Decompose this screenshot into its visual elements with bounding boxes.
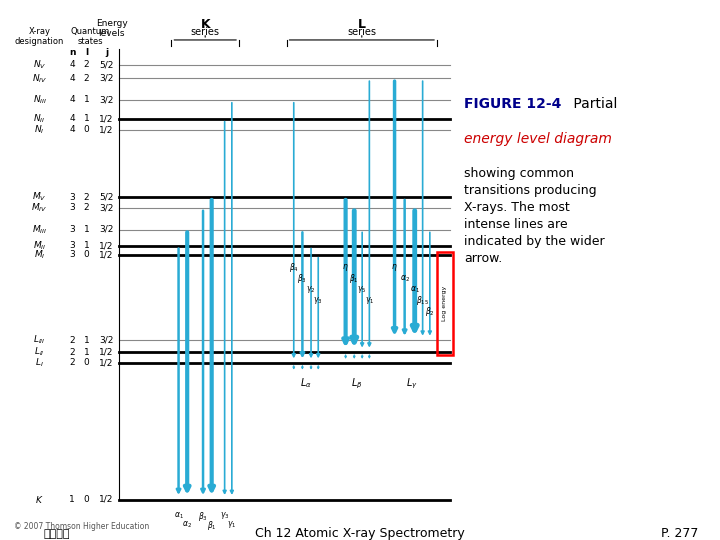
Text: 3: 3 [69, 193, 75, 201]
Text: $\alpha_1$: $\alpha_1$ [174, 510, 184, 521]
Text: $L_{\beta}$: $L_{\beta}$ [351, 376, 362, 391]
Text: 3/2: 3/2 [99, 96, 114, 104]
Text: showing common
transitions producing
X-rays. The most
intense lines are
indicate: showing common transitions producing X-r… [464, 167, 605, 265]
Text: $L_{II}$: $L_{II}$ [35, 346, 45, 359]
Text: $M_I$: $M_I$ [34, 248, 45, 261]
Text: 4: 4 [69, 74, 75, 83]
Text: $\beta_3$: $\beta_3$ [297, 272, 307, 285]
Text: 2: 2 [69, 348, 75, 356]
Text: $\eta$: $\eta$ [342, 262, 349, 273]
Text: 0: 0 [84, 359, 89, 367]
Text: FIGURE 12-4: FIGURE 12-4 [464, 97, 562, 111]
Text: $\beta_3$: $\beta_3$ [198, 510, 208, 523]
Text: 1: 1 [84, 96, 89, 104]
Text: L: L [358, 18, 366, 31]
Text: $\beta_1$: $\beta_1$ [349, 272, 359, 285]
Text: 2: 2 [84, 60, 89, 69]
Text: 1: 1 [84, 114, 89, 123]
Text: 2: 2 [69, 359, 75, 367]
Text: $\gamma_1$: $\gamma_1$ [227, 519, 237, 530]
Text: 1: 1 [84, 241, 89, 250]
Text: 4: 4 [69, 114, 75, 123]
Text: 4: 4 [69, 96, 75, 104]
Text: $\gamma_5$: $\gamma_5$ [357, 284, 367, 295]
Bar [437, 252, 453, 355]
Text: Partial: Partial [569, 97, 617, 111]
Text: 3: 3 [69, 251, 75, 259]
Text: $M_V$: $M_V$ [32, 191, 47, 204]
Text: $\gamma_1$: $\gamma_1$ [364, 295, 374, 306]
Text: 1: 1 [69, 495, 75, 504]
Text: 2: 2 [69, 336, 75, 345]
Text: 2: 2 [84, 193, 89, 201]
Text: Log energy: Log energy [443, 286, 447, 321]
Text: 5/2: 5/2 [99, 193, 114, 201]
Text: l: l [85, 48, 88, 57]
Text: P. 277: P. 277 [661, 527, 698, 540]
Text: $\alpha_2$: $\alpha_2$ [400, 273, 410, 284]
Text: 1/2: 1/2 [99, 348, 114, 356]
Text: © 2007 Thomson Higher Education: © 2007 Thomson Higher Education [14, 522, 150, 531]
Text: 0: 0 [84, 251, 89, 259]
Text: $\eta$: $\eta$ [391, 262, 398, 273]
Text: K: K [200, 18, 210, 31]
Text: 2: 2 [84, 74, 89, 83]
Text: energy level diagram: energy level diagram [464, 132, 612, 146]
Text: 3/2: 3/2 [99, 336, 114, 345]
Text: series: series [347, 28, 377, 37]
Text: 3/2: 3/2 [99, 74, 114, 83]
Text: 3/2: 3/2 [99, 225, 114, 234]
Text: 4: 4 [69, 60, 75, 69]
Text: 1/2: 1/2 [99, 251, 114, 259]
Text: $K$: $K$ [35, 494, 44, 505]
Text: series: series [191, 28, 220, 37]
Text: $N_I$: $N_I$ [35, 123, 45, 136]
Text: $\beta_{15}$: $\beta_{15}$ [416, 294, 429, 307]
Text: $\beta_1$: $\beta_1$ [207, 519, 217, 532]
Text: $L_{III}$: $L_{III}$ [33, 334, 46, 347]
Text: $\alpha_2$: $\alpha_2$ [182, 519, 192, 530]
Text: $L_I$: $L_I$ [35, 356, 44, 369]
Text: 1/2: 1/2 [99, 114, 114, 123]
Text: $\beta_4$: $\beta_4$ [289, 261, 299, 274]
Text: 歐亞書局: 歐亞書局 [43, 529, 70, 538]
Text: $M_{III}$: $M_{III}$ [32, 223, 48, 236]
Text: 3: 3 [69, 225, 75, 234]
Text: $\beta_2$: $\beta_2$ [425, 305, 435, 318]
Text: $N_{IV}$: $N_{IV}$ [32, 72, 48, 85]
Text: 1: 1 [84, 336, 89, 345]
Text: 0: 0 [84, 495, 89, 504]
Text: $N_{III}$: $N_{III}$ [32, 93, 47, 106]
Text: $L_\alpha$: $L_\alpha$ [300, 376, 312, 390]
Text: $M_{IV}$: $M_{IV}$ [32, 201, 48, 214]
Text: $N_V$: $N_V$ [33, 58, 46, 71]
Text: $\alpha_1$: $\alpha_1$ [410, 284, 420, 295]
Text: 2: 2 [84, 204, 89, 212]
Text: $N_{II}$: $N_{II}$ [33, 112, 46, 125]
Text: 3: 3 [69, 204, 75, 212]
Text: Quantum
states: Quantum states [71, 27, 109, 46]
Text: 5/2: 5/2 [99, 60, 114, 69]
Text: 0: 0 [84, 125, 89, 134]
Text: 1/2: 1/2 [99, 495, 114, 504]
Text: 4: 4 [69, 125, 75, 134]
Text: 1/2: 1/2 [99, 125, 114, 134]
Text: X-ray
designation: X-ray designation [15, 27, 64, 46]
Text: $M_{II}$: $M_{II}$ [33, 239, 46, 252]
Text: 1: 1 [84, 348, 89, 356]
Text: Ch 12 Atomic X-ray Spectrometry: Ch 12 Atomic X-ray Spectrometry [255, 527, 465, 540]
Text: $\gamma_2$: $\gamma_2$ [306, 284, 316, 295]
Text: n: n [68, 48, 76, 57]
Text: $L_{\gamma}$: $L_{\gamma}$ [406, 376, 418, 391]
Text: 1/2: 1/2 [99, 359, 114, 367]
Text: Energy
levels: Energy levels [96, 19, 127, 38]
Text: $\gamma_3$: $\gamma_3$ [313, 295, 323, 306]
Text: 3/2: 3/2 [99, 204, 114, 212]
Text: j: j [105, 48, 108, 57]
Text: 1: 1 [84, 225, 89, 234]
Text: $\gamma_3$: $\gamma_3$ [220, 510, 230, 521]
Text: 1/2: 1/2 [99, 241, 114, 250]
Text: 3: 3 [69, 241, 75, 250]
